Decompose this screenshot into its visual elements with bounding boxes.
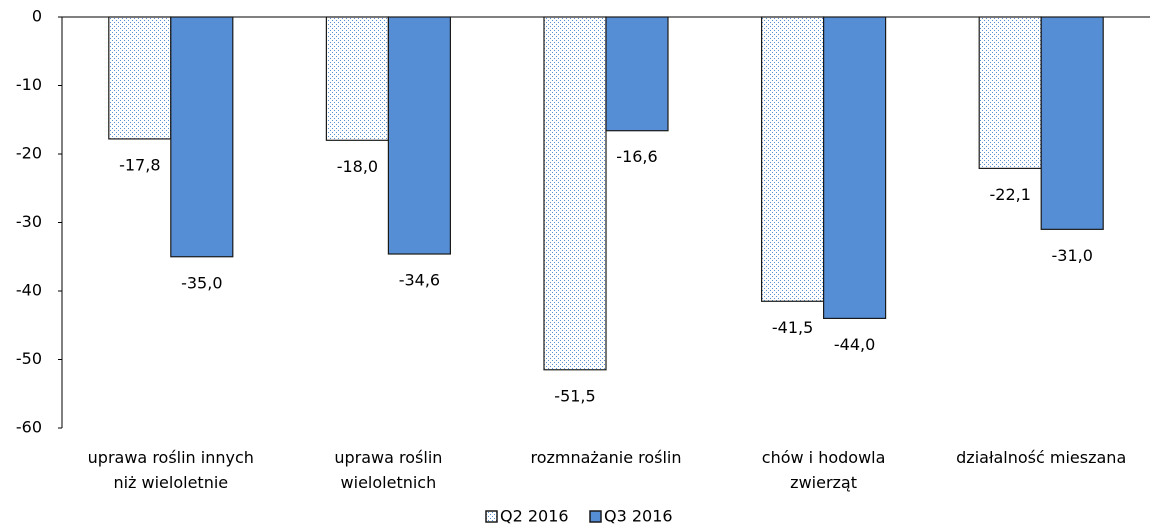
- value-label: -35,0: [181, 273, 222, 292]
- y-tick-label: 0: [32, 7, 42, 26]
- legend-label: Q2 2016: [500, 507, 569, 526]
- bar: [978, 16, 1042, 169]
- x-tick-label: uprawa roślin wieloletnich: [334, 448, 442, 492]
- value-label: -31,0: [1051, 246, 1092, 265]
- legend-label: Q3 2016: [604, 507, 673, 526]
- value-label: -22,1: [989, 185, 1030, 204]
- x-tick-label: działalność mieszana: [956, 448, 1126, 467]
- x-tick-label: chów i hodowla zwierząt: [762, 448, 886, 492]
- bar: [387, 16, 451, 255]
- value-label: -18,0: [337, 157, 378, 176]
- value-label: -41,5: [772, 318, 813, 337]
- y-tick-label: -60: [16, 418, 42, 437]
- bar: [822, 16, 887, 319]
- bar: [170, 16, 234, 258]
- y-tick-label: -30: [16, 212, 42, 231]
- legend-swatch: [485, 510, 498, 523]
- bar: [325, 16, 389, 141]
- bar: [543, 16, 607, 371]
- bar: [108, 16, 172, 140]
- y-tick-label: -20: [16, 144, 42, 163]
- bar: [760, 16, 825, 302]
- value-label: -34,6: [399, 271, 440, 290]
- y-tick-label: -10: [16, 75, 42, 94]
- value-label: -17,8: [119, 155, 160, 174]
- x-tick-label: rozmnażanie roślin: [530, 448, 681, 467]
- value-label: -16,6: [616, 147, 657, 166]
- x-tick-label: uprawa roślin innych niż wieloletnie: [88, 448, 254, 492]
- y-tick-label: -50: [16, 349, 42, 368]
- bar: [1040, 16, 1104, 230]
- legend-swatch: [589, 510, 602, 523]
- y-tick-label: -40: [16, 281, 42, 300]
- bar: [605, 16, 669, 132]
- value-label: -51,5: [554, 386, 595, 405]
- value-label: -44,0: [834, 335, 875, 354]
